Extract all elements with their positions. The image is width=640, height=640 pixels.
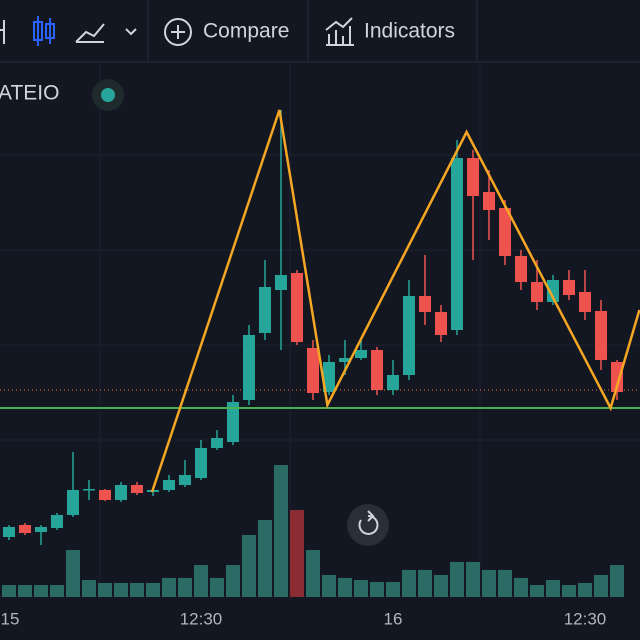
volume-bar <box>562 585 576 597</box>
volume-bar <box>226 565 240 597</box>
toolbar: Compare Indicators <box>0 0 640 63</box>
candle-body <box>83 489 95 491</box>
volume-bar <box>194 565 208 597</box>
volume-bar <box>370 582 384 597</box>
volume-bar <box>34 585 48 597</box>
volume-bar <box>306 550 320 597</box>
candle-body <box>115 485 127 500</box>
candle-body <box>451 158 463 330</box>
volume-bar <box>274 465 288 597</box>
candle-body <box>291 273 303 342</box>
bar-icon[interactable] <box>0 20 5 44</box>
compare-icon[interactable] <box>164 18 192 46</box>
candle-body <box>307 348 319 393</box>
indicators-icon[interactable] <box>325 17 354 46</box>
compare-icon-plus[interactable] <box>171 25 185 39</box>
candle-body <box>547 280 559 302</box>
candle-body <box>323 362 335 392</box>
candle-body <box>579 292 591 312</box>
pattern-line <box>150 109 640 493</box>
x-tick-label: 15 <box>1 609 20 628</box>
volume-bar <box>66 550 80 597</box>
candle-body <box>595 311 607 360</box>
candle-body <box>339 358 351 362</box>
volume-bar <box>98 583 112 597</box>
volume-bar <box>162 578 176 597</box>
volume-bar <box>242 535 256 597</box>
candle-body <box>483 192 495 210</box>
volume-bar <box>530 585 544 597</box>
candle-body <box>387 375 399 390</box>
volume-bar <box>402 570 416 597</box>
candle-body <box>179 475 191 485</box>
volume-bar <box>594 575 608 597</box>
dropdown-icon[interactable] <box>125 28 137 36</box>
candle-body <box>259 287 271 333</box>
candle-body <box>99 490 111 500</box>
x-tick-label: 12:30 <box>564 609 607 628</box>
candle-body <box>419 296 431 312</box>
x-tick-label: 12:30 <box>180 609 223 628</box>
volume-bar <box>114 583 128 597</box>
grid <box>0 62 640 600</box>
volume-bar <box>2 585 16 597</box>
volume-bar <box>466 562 480 597</box>
area-icon[interactable] <box>75 23 105 43</box>
volume-bar <box>498 570 512 597</box>
candle-body <box>355 350 367 358</box>
candle-body <box>227 402 239 442</box>
candle-body <box>51 515 63 528</box>
symbol-label: ATEIO <box>0 82 59 105</box>
volume-bar <box>610 565 624 597</box>
toolbar-bg <box>0 0 640 62</box>
compare-button[interactable]: Compare <box>203 20 289 43</box>
volume-bar <box>290 510 304 597</box>
candle-body <box>435 312 447 335</box>
volume-bar <box>386 582 400 597</box>
candle-body <box>611 362 623 392</box>
volume-bar <box>546 580 560 597</box>
volume-bar <box>482 570 496 597</box>
candle-body <box>531 282 543 302</box>
candle-body <box>19 525 31 533</box>
volume-bar <box>418 570 432 597</box>
candle-body <box>211 438 223 448</box>
candle-body <box>35 527 47 532</box>
candle-body <box>195 448 207 478</box>
volume-bar <box>354 580 368 597</box>
volume-bar <box>578 583 592 597</box>
volume-bar <box>434 575 448 597</box>
volume-bar <box>130 583 144 597</box>
candle-icon[interactable] <box>33 16 55 46</box>
candle-body <box>563 280 575 295</box>
reset-button[interactable] <box>347 504 389 546</box>
volume-bar <box>50 585 64 597</box>
volume-bar <box>146 583 160 597</box>
candle-body <box>403 296 415 375</box>
candle-body <box>243 335 255 400</box>
volume-bar <box>514 578 528 597</box>
candle-body <box>163 480 175 490</box>
volume-bar <box>322 575 336 597</box>
candle-body <box>515 256 527 282</box>
candle-body <box>3 527 15 537</box>
status-dot <box>101 88 115 102</box>
volume-bar <box>18 585 32 597</box>
candle-body <box>467 158 479 196</box>
volume-bar <box>450 562 464 597</box>
x-tick-label: 16 <box>384 609 403 628</box>
candle-body <box>67 490 79 515</box>
volume-bar <box>258 520 272 597</box>
volume-bar <box>210 578 224 597</box>
volume-bar <box>338 578 352 597</box>
candle-body <box>275 275 287 290</box>
plot: 15 12:30 16 12:30 <box>0 109 640 628</box>
candle-body <box>371 350 383 390</box>
volume-bar <box>178 578 192 597</box>
indicators-button[interactable]: Indicators <box>364 20 455 43</box>
volume-bar <box>82 580 96 597</box>
candle-body <box>131 485 143 493</box>
candle-body <box>499 208 511 256</box>
